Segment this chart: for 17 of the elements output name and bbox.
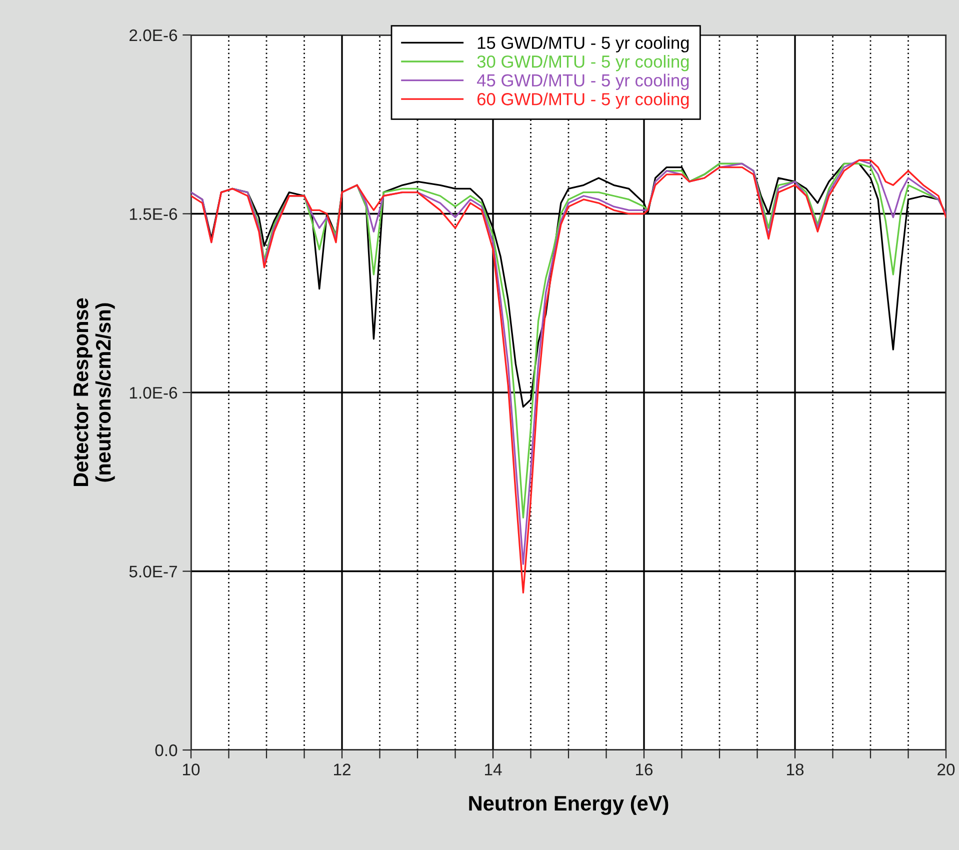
x-axis-title: Neutron Energy (eV) [469,795,668,815]
x-tick-label: 14 [485,764,502,776]
x-tick-label: 16 [636,764,653,776]
x-tick-label: 12 [334,764,350,776]
legend-label: 30 GWD/MTU - 5 yr cooling [477,55,689,72]
y-tick-label: 2.0E-6 [130,29,178,42]
legend-label: 60 GWD/MTU - 5 yr cooling [477,92,689,109]
legend-label: 45 GWD/MTU - 5 yr cooling [476,74,689,90]
x-tick-label: 18 [787,764,804,776]
y-tick-label: 0.0 [155,744,178,756]
legend-label: 15 GWD/MTU - 5 yr cooling [478,36,689,52]
y-tick-label: 1.5E-6 [130,208,178,220]
x-tick-label: 20 [938,764,955,776]
y-tick-label: 5.0E-7 [129,566,177,578]
y-axis-title: Detector Response (neutrons/cm2/sn) [74,298,115,486]
y-tick-label: 1.0E-6 [130,386,178,399]
x-tick-label: 10 [183,764,200,776]
